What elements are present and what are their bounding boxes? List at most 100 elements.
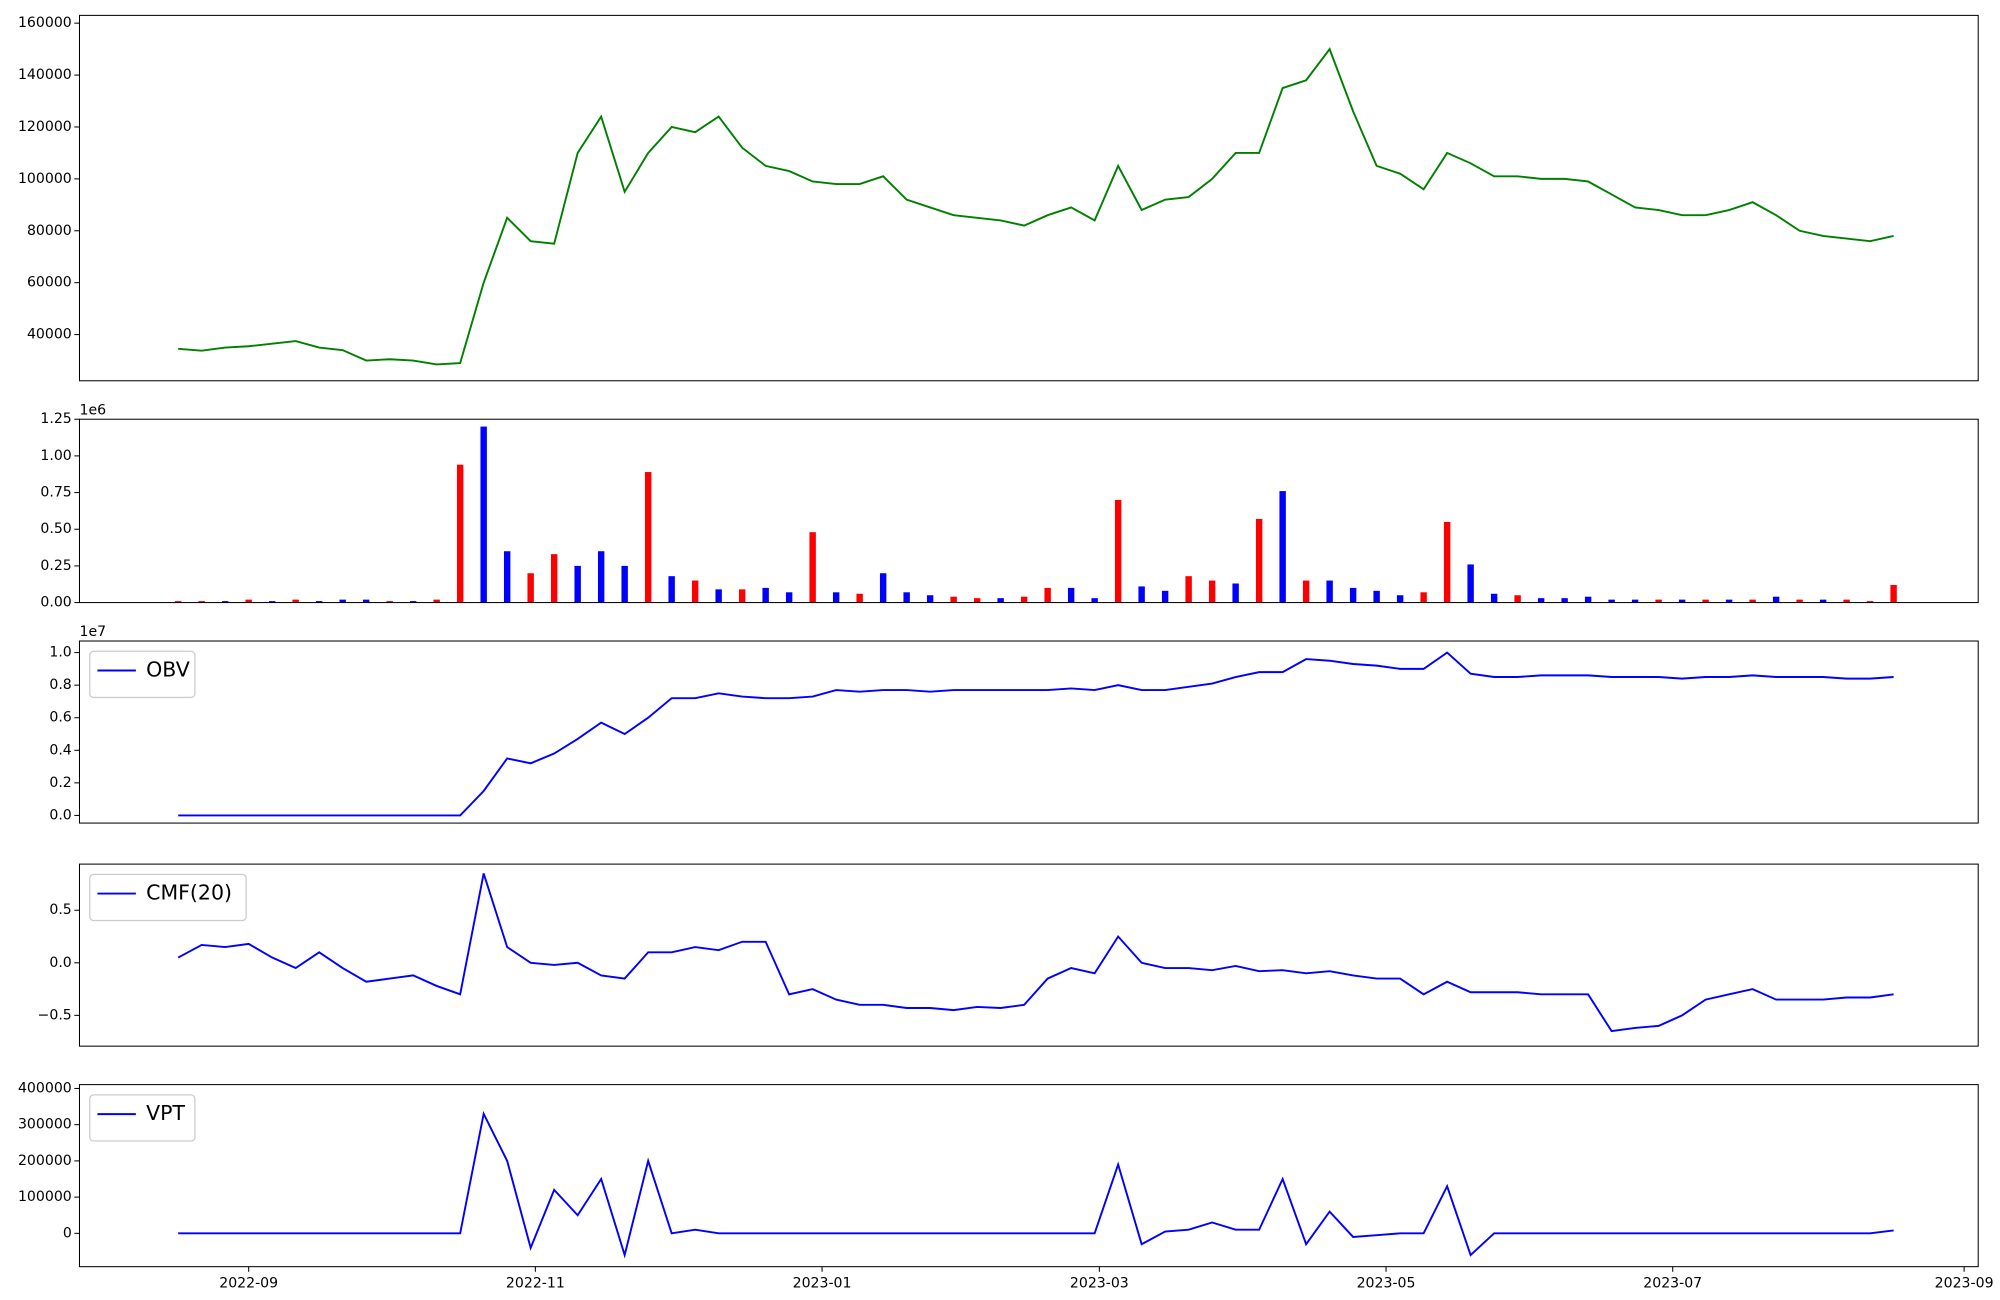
- bar: [574, 565, 581, 603]
- bar: [762, 587, 769, 603]
- bar: [1796, 599, 1803, 603]
- bar: [1608, 599, 1615, 603]
- bar: [738, 589, 746, 603]
- bar: [456, 464, 464, 603]
- line: [178, 47, 1894, 366]
- legend-label: CMF(20): [146, 881, 232, 905]
- bar: [1631, 599, 1639, 603]
- plot-frame: [78, 14, 1979, 382]
- axis-offset-label: 1e7: [79, 624, 106, 640]
- bar: [527, 573, 534, 603]
- bar: [1232, 583, 1239, 603]
- y-tick-label: 1.0: [49, 645, 71, 661]
- legend-box: [89, 650, 196, 699]
- bar: [950, 596, 957, 603]
- bar: [292, 599, 299, 603]
- y-tick-label: 140000: [18, 67, 72, 83]
- x-tick-label: 2022-11: [506, 1275, 565, 1291]
- bar: [503, 551, 511, 603]
- bar: [997, 598, 1004, 603]
- y-tick-label: 100000: [18, 1189, 72, 1205]
- bar: [1138, 586, 1145, 603]
- bar: [433, 599, 440, 603]
- bar: [926, 595, 934, 603]
- bar: [550, 554, 558, 603]
- bar: [339, 599, 346, 603]
- bar: [809, 532, 816, 603]
- bar: [1114, 499, 1122, 603]
- bar: [1890, 584, 1897, 603]
- y-tick-label: 120000: [18, 119, 72, 135]
- bar: [1678, 599, 1686, 603]
- legend-label: OBV: [146, 658, 190, 682]
- bar: [597, 551, 605, 603]
- y-tick-label: 0.4: [49, 742, 71, 758]
- bar: [785, 592, 793, 603]
- y-tick-label: 1.00: [40, 448, 71, 464]
- bar: [691, 580, 699, 603]
- x-tick-label: 2023-01: [793, 1275, 852, 1291]
- bar: [1655, 599, 1662, 603]
- x-tick-label: 2023-05: [1357, 1275, 1416, 1291]
- bar: [362, 599, 370, 603]
- bar: [1467, 564, 1474, 603]
- bar: [386, 601, 393, 603]
- y-tick-label: 60000: [27, 275, 72, 291]
- plot-frame: [78, 640, 1979, 824]
- bar: [1843, 599, 1850, 603]
- x-tick-label: 2023-07: [1643, 1275, 1702, 1291]
- x-tick-label: 2023-03: [1070, 1275, 1129, 1291]
- bar: [1091, 598, 1098, 603]
- axis-offset-label: 1e6: [79, 402, 106, 418]
- y-tick-label: 40000: [27, 327, 72, 343]
- y-tick-label: 160000: [18, 15, 72, 31]
- bar: [1772, 596, 1780, 603]
- bar: [1819, 599, 1827, 603]
- bar: [832, 592, 840, 603]
- bar: [715, 589, 722, 603]
- bar: [1326, 580, 1333, 603]
- bar: [1255, 518, 1263, 603]
- bar: [1490, 593, 1498, 603]
- y-tick-label: 0.8: [49, 677, 71, 693]
- bar: [1185, 576, 1192, 603]
- line: [178, 1110, 1894, 1259]
- y-tick-label: −0.5: [38, 1007, 72, 1023]
- y-tick-label: 0.6: [49, 710, 71, 726]
- bar: [1866, 601, 1874, 603]
- bar: [973, 598, 981, 603]
- plot-frame: [78, 1084, 1979, 1268]
- bar: [480, 426, 487, 603]
- bar: [1044, 587, 1051, 603]
- bar: [409, 601, 417, 603]
- bar: [1161, 590, 1169, 603]
- bar: [1702, 599, 1709, 603]
- bar: [198, 601, 205, 603]
- bar: [1208, 580, 1216, 603]
- legend-box: [89, 873, 247, 922]
- bar: [1420, 592, 1427, 603]
- y-tick-label: 0.0: [49, 955, 71, 971]
- y-tick-label: 0.25: [40, 558, 71, 574]
- y-tick-label: 80000: [27, 223, 72, 239]
- y-tick-label: 0: [63, 1225, 72, 1241]
- legend-box: [89, 1094, 196, 1142]
- bar: [315, 601, 323, 603]
- bar: [856, 593, 863, 603]
- x-tick-label: 2023-09: [1935, 1275, 1994, 1291]
- bar: [1302, 580, 1310, 603]
- bar: [174, 601, 182, 603]
- bar: [1537, 598, 1545, 603]
- bar: [1584, 596, 1592, 603]
- bar: [621, 565, 628, 603]
- bar: [1020, 596, 1028, 603]
- legend-label: VPT: [146, 1101, 185, 1125]
- y-tick-label: 300000: [18, 1117, 72, 1133]
- bar: [1396, 595, 1404, 603]
- bar: [879, 573, 887, 603]
- bar: [903, 592, 910, 603]
- y-tick-label: 1.25: [40, 411, 71, 427]
- y-tick-label: 0.2: [49, 775, 71, 791]
- y-tick-label: 0.75: [40, 485, 71, 501]
